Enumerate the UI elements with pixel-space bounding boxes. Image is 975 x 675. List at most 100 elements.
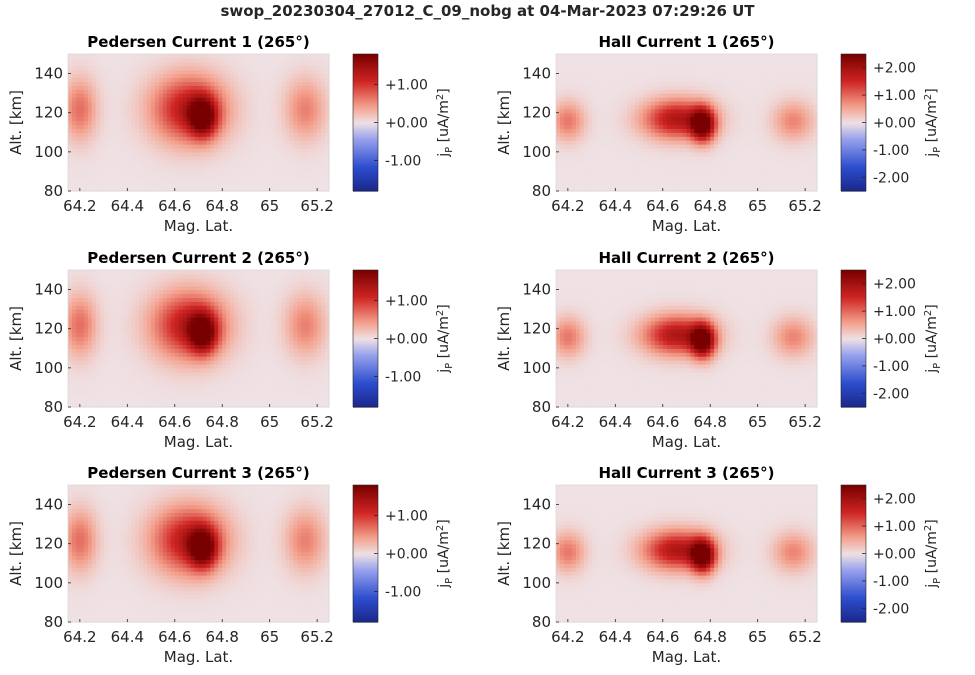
heatmap-cell xyxy=(234,187,239,192)
heatmap-cell xyxy=(79,332,85,338)
heatmap-cell xyxy=(79,403,85,408)
heatmap-cell xyxy=(222,81,227,86)
heatmap-cell xyxy=(103,187,109,192)
heatmap-cell xyxy=(781,136,786,141)
heatmap-cell xyxy=(753,85,759,90)
heatmap-cell xyxy=(702,128,707,133)
heatmap-cell xyxy=(115,144,120,149)
heatmap-cell xyxy=(119,120,124,126)
heatmap-cell xyxy=(174,151,180,157)
heatmap-cell xyxy=(147,112,152,118)
heatmap-cell xyxy=(194,144,200,149)
heatmap-cell xyxy=(210,144,215,149)
heatmap-cell xyxy=(87,93,93,98)
heatmap-cell xyxy=(745,136,751,141)
heatmap-cell xyxy=(674,163,680,169)
heatmap-cell xyxy=(230,77,235,82)
heatmap-cell xyxy=(793,147,798,153)
heatmap-cell xyxy=(793,104,798,110)
heatmap-cell xyxy=(305,187,310,192)
heatmap-cell xyxy=(253,81,259,86)
heatmap-cell xyxy=(745,171,751,176)
heatmap-cell xyxy=(781,85,786,90)
heatmap-cell xyxy=(571,163,577,169)
heatmap-cell xyxy=(186,69,192,75)
heatmap-cell xyxy=(757,163,763,169)
heatmap-cell xyxy=(706,187,711,192)
heatmap-cell xyxy=(789,73,794,79)
heatmap-cell xyxy=(575,54,581,59)
heatmap-cell xyxy=(210,81,215,86)
heatmap-cell xyxy=(115,93,120,98)
heatmap-cell xyxy=(230,179,235,184)
heatmap-cell xyxy=(623,183,628,188)
heatmap-cell xyxy=(214,183,219,188)
heatmap-cell xyxy=(139,100,144,106)
heatmap-cell xyxy=(714,136,719,141)
heatmap-cell xyxy=(289,108,294,114)
heatmap-cell xyxy=(805,132,810,137)
heatmap-cell xyxy=(245,140,251,145)
heatmap-cell xyxy=(559,77,565,82)
heatmap-cell xyxy=(631,167,636,173)
heatmap-cell xyxy=(261,120,267,126)
heatmap-cell xyxy=(277,140,283,145)
heatmap-cell xyxy=(79,167,85,173)
heatmap-cell xyxy=(674,144,680,149)
heatmap-cell xyxy=(603,108,608,114)
heatmap-cell xyxy=(289,155,294,161)
heatmap-cell xyxy=(147,97,152,102)
heatmap-cell xyxy=(563,89,569,94)
heatmap-cell xyxy=(75,65,81,71)
heatmap-cell xyxy=(662,108,668,114)
heatmap-cell xyxy=(773,163,779,169)
heatmap-cell xyxy=(635,167,640,173)
heatmap-cell xyxy=(281,167,287,173)
heatmap-cell xyxy=(757,144,763,149)
heatmap-cell xyxy=(587,85,593,90)
heatmap-cell xyxy=(730,132,735,137)
heatmap-cell xyxy=(789,93,794,98)
heatmap-cell xyxy=(285,163,291,169)
heatmap-cell xyxy=(68,100,73,106)
heatmap-cell xyxy=(710,100,715,106)
heatmap-cell xyxy=(155,69,160,75)
heatmap-cell xyxy=(313,163,318,169)
heatmap-cell xyxy=(257,85,263,90)
heatmap-cell xyxy=(75,89,81,94)
heatmap-cell xyxy=(230,163,235,169)
heatmap-cell xyxy=(753,57,759,63)
heatmap-cell xyxy=(317,132,322,137)
heatmap-cell xyxy=(686,147,692,153)
heatmap-cell xyxy=(151,159,156,165)
heatmap-cell xyxy=(147,69,152,75)
heatmap-cell xyxy=(139,65,144,71)
heatmap-cell xyxy=(170,132,176,137)
heatmap-cell xyxy=(599,108,605,114)
heatmap-cell xyxy=(115,81,120,86)
heatmap-cell xyxy=(745,69,751,75)
heatmap-cell xyxy=(305,144,310,149)
heatmap-cell xyxy=(68,120,73,126)
heatmap-cell xyxy=(631,97,636,102)
heatmap-cell xyxy=(643,69,648,75)
heatmap-cell xyxy=(127,144,132,149)
heatmap-cell xyxy=(222,151,227,157)
heatmap-cell xyxy=(313,85,318,90)
heatmap-cell xyxy=(309,155,314,161)
heatmap-cell xyxy=(170,187,176,192)
heatmap-cell xyxy=(202,151,207,157)
heatmap-cell xyxy=(242,128,247,133)
heatmap-cell xyxy=(79,97,85,102)
heatmap-cell xyxy=(135,77,140,82)
heatmap-cell xyxy=(781,61,786,67)
heatmap-cell xyxy=(158,132,164,137)
heatmap-cell xyxy=(714,81,719,86)
heatmap-cell xyxy=(777,97,782,102)
heatmap-cell xyxy=(733,104,739,110)
colorbar-segment xyxy=(841,69,866,73)
heatmap-cell xyxy=(317,144,322,149)
heatmap-cell xyxy=(761,81,767,86)
heatmap-cell xyxy=(690,171,695,176)
heatmap-cell xyxy=(718,171,723,176)
